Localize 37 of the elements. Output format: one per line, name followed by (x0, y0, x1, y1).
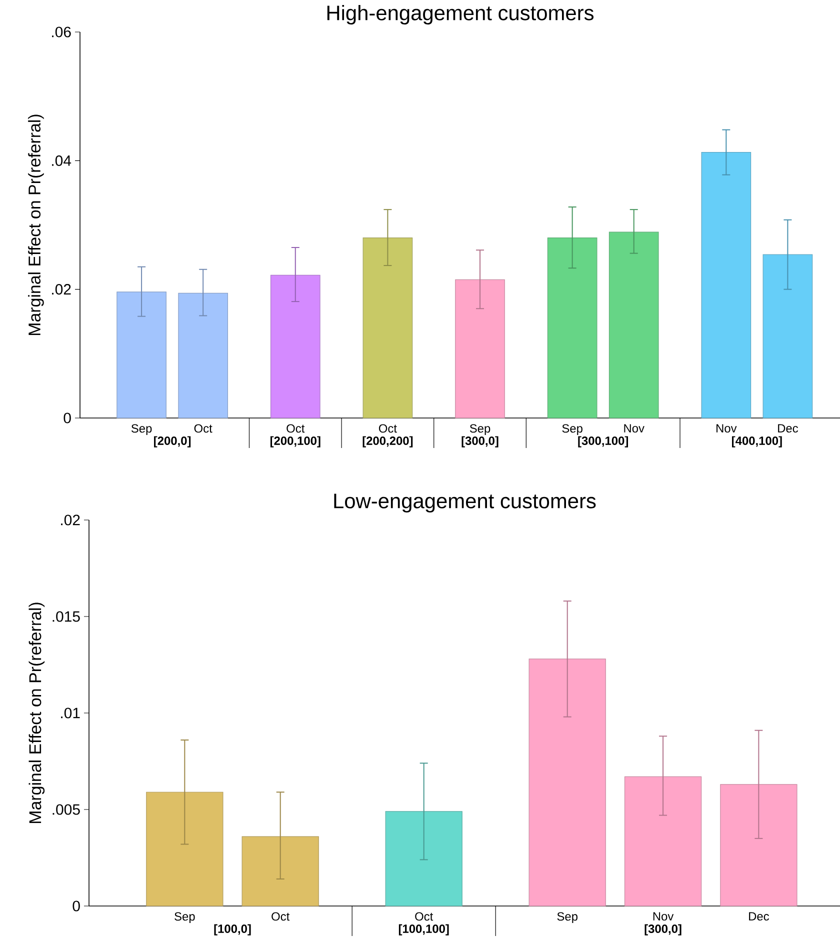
y-tick-label: .06 (52, 26, 71, 38)
y-tick-label: .04 (52, 155, 72, 166)
text: [400,100] (732, 436, 782, 448)
x-tick-label: Sep (470, 424, 490, 436)
y-tick-label: .01 (61, 708, 80, 718)
x-tick-label: Sep (557, 912, 578, 924)
y-tick-label: .02 (61, 514, 80, 526)
chart-title: High-engagement customers (327, 5, 594, 24)
text: [300,0] (462, 436, 498, 448)
chart-title: Low-engagement customers (334, 494, 596, 512)
y-tick-label: 0 (72, 900, 80, 912)
text: [100,0] (214, 924, 251, 936)
x-tick-label: Oct (272, 912, 290, 921)
x-tick-label: Dec (749, 912, 769, 921)
x-tick-label: Oct (286, 424, 305, 433)
y-tick-label: .02 (52, 284, 71, 295)
x-tick-label: Oct (194, 424, 212, 433)
text: [200,200] (362, 436, 413, 448)
x-tick-label: Nov (653, 912, 674, 921)
text: [300,100] (578, 436, 628, 448)
x-tick-label: Oct (378, 424, 397, 433)
y-tick-label: .005 (52, 804, 80, 815)
text: [300,0] (644, 924, 682, 936)
x-tick-label: Dec (778, 424, 798, 433)
text: [200,100] (270, 436, 320, 448)
y-tick-label: .015 (52, 611, 80, 622)
y-axis-title: Marginal Effect on Pr(referral) (28, 114, 44, 335)
y-tick-label: 0 (64, 412, 71, 424)
x-tick-label: Sep (174, 912, 195, 924)
x-tick-label: Nov (716, 424, 737, 433)
x-tick-label: Nov (624, 424, 644, 433)
x-tick-label: Sep (131, 424, 152, 436)
text: [200,0] (154, 436, 191, 448)
x-tick-label: Sep (562, 424, 582, 436)
text: [100,100] (398, 924, 449, 936)
y-axis-title: Marginal Effect on Pr(referral) (28, 602, 45, 823)
x-tick-label: Oct (415, 912, 434, 921)
